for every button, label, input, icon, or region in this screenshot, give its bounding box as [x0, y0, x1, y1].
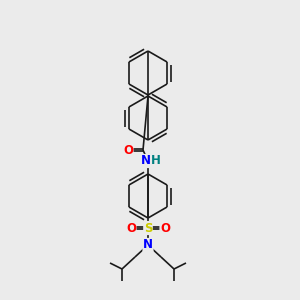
Text: H: H: [151, 154, 161, 167]
Text: N: N: [143, 238, 153, 251]
Text: N: N: [141, 154, 151, 167]
Text: O: O: [160, 221, 170, 235]
Text: O: O: [123, 143, 133, 157]
Text: S: S: [144, 221, 152, 235]
Text: O: O: [126, 221, 136, 235]
